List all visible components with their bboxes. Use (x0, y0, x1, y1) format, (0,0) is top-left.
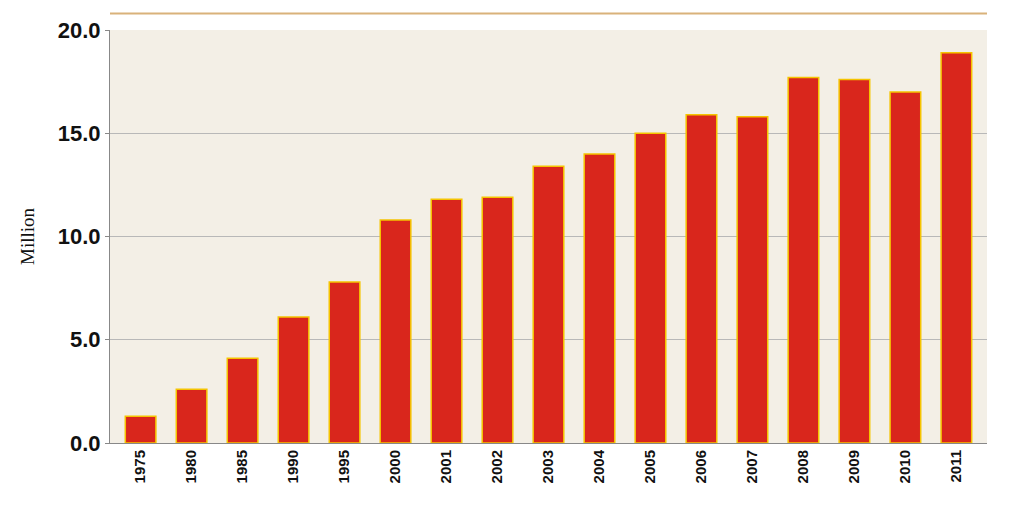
svg-text:2005: 2005 (641, 450, 658, 483)
svg-text:1980: 1980 (182, 450, 199, 483)
svg-text:1985: 1985 (233, 450, 250, 483)
svg-text:2007: 2007 (743, 450, 760, 483)
svg-text:15.0: 15.0 (58, 121, 101, 146)
svg-text:5.0: 5.0 (70, 327, 101, 352)
svg-text:2010: 2010 (896, 450, 913, 483)
svg-text:2003: 2003 (539, 450, 556, 483)
svg-text:2008: 2008 (794, 450, 811, 483)
svg-text:2011: 2011 (947, 450, 964, 483)
svg-text:1995: 1995 (335, 450, 352, 483)
svg-text:2000: 2000 (386, 450, 403, 483)
svg-text:0.0: 0.0 (70, 431, 101, 456)
svg-text:Million: Million (17, 207, 38, 265)
svg-text:2002: 2002 (488, 450, 505, 483)
svg-text:20.0: 20.0 (58, 18, 101, 43)
svg-text:2004: 2004 (590, 449, 607, 483)
svg-text:1975: 1975 (131, 450, 148, 483)
svg-text:10.0: 10.0 (58, 224, 101, 249)
svg-text:2009: 2009 (845, 450, 862, 483)
svg-text:1990: 1990 (284, 450, 301, 483)
svg-text:2001: 2001 (437, 450, 454, 483)
svg-text:2006: 2006 (692, 450, 709, 483)
